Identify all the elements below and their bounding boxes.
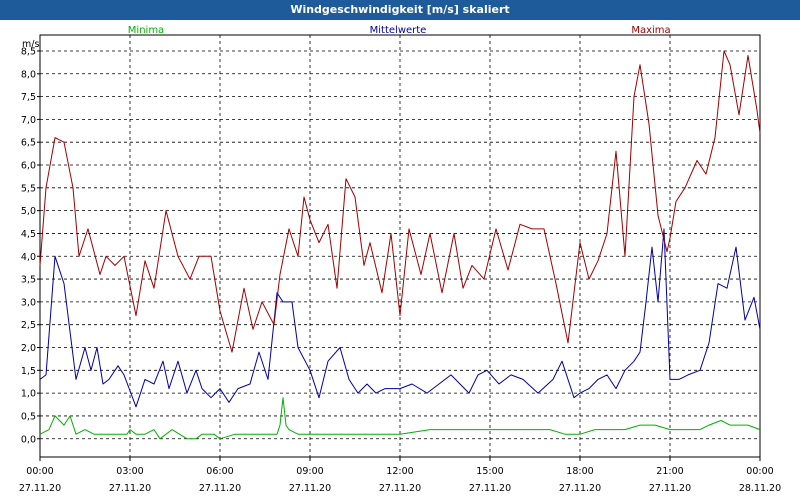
x-tick-time-label: 00:00 (746, 466, 773, 477)
y-tick-label: 6,5 (21, 138, 36, 149)
y-tick-label: 1,5 (21, 366, 36, 377)
x-tick-time-label: 03:00 (116, 466, 143, 477)
y-tick-label: 3,5 (21, 275, 36, 286)
x-axis-ticks: 00:00 27.11.20 03:00 27.11.20 06:00 27.11.20 0… (19, 457, 781, 494)
x-tick-time-label: 09:00 (296, 466, 323, 477)
y-tick-label: 2,0 (21, 343, 36, 354)
x-tick-time-label: 00:00 (26, 466, 53, 477)
y-tick-label: 8,0 (21, 69, 36, 80)
x-tick-date-label: 27.11.20 (19, 483, 61, 494)
y-tick-label: 2,5 (21, 320, 36, 331)
y-tick-label: 5,5 (21, 183, 36, 194)
y-axis-label: m/s (22, 39, 39, 50)
y-tick-label: 3,0 (21, 297, 36, 308)
legend-max-label: Maxima (631, 25, 670, 36)
y-tick-label: 0,0 (21, 434, 36, 445)
x-tick-date-label: 27.11.20 (379, 483, 421, 494)
chart-canvas: m/s 0,0 0,5 1,0 1,5 2,0 2,5 3,0 3,5 4,0 4,5 5,0 5,5… (19, 25, 781, 494)
x-tick-time-label: 12:00 (386, 466, 413, 477)
x-tick-date-label: 27.11.20 (559, 483, 601, 494)
legend-mean-label: Mittelwerte (370, 25, 427, 36)
x-tick-time-label: 06:00 (206, 466, 233, 477)
y-tick-label: 7,0 (21, 115, 36, 126)
x-tick-date-label: 27.11.20 (289, 483, 331, 494)
series-line-mean (39, 228, 761, 408)
y-tick-label: 4,5 (21, 229, 36, 240)
x-tick-date-label: 28.11.20 (739, 483, 781, 494)
x-tick-date-label: 27.11.20 (469, 483, 511, 494)
legend: Minima Mittelwerte Maxima (128, 25, 671, 36)
y-tick-label: 4,0 (21, 252, 36, 263)
series-line-min (39, 397, 761, 440)
series-line-max (39, 50, 761, 353)
y-tick-label: 6,0 (21, 161, 36, 172)
x-tick-date-label: 27.11.20 (649, 483, 691, 494)
chart-title: Windgeschwindigkeit [m/s] skaliert (0, 0, 800, 20)
y-tick-label: 7,5 (21, 92, 36, 103)
y-tick-label: 8,5 (21, 46, 36, 57)
legend-min-label: Minima (128, 25, 164, 36)
x-tick-time-label: 15:00 (476, 466, 503, 477)
grid (40, 35, 760, 457)
series (39, 50, 761, 440)
y-tick-label: 1,0 (21, 389, 36, 400)
y-tick-label: 5,0 (21, 206, 36, 217)
x-tick-time-label: 18:00 (566, 466, 593, 477)
y-tick-label: 0,5 (21, 411, 36, 422)
x-tick-date-label: 27.11.20 (109, 483, 151, 494)
y-axis-ticks: 0,0 0,5 1,0 1,5 2,0 2,5 3,0 3,5 4,0 4,5 5,0 5,5 6,0 6… (21, 46, 40, 445)
x-tick-date-label: 27.11.20 (199, 483, 241, 494)
x-tick-time-label: 21:00 (656, 466, 683, 477)
